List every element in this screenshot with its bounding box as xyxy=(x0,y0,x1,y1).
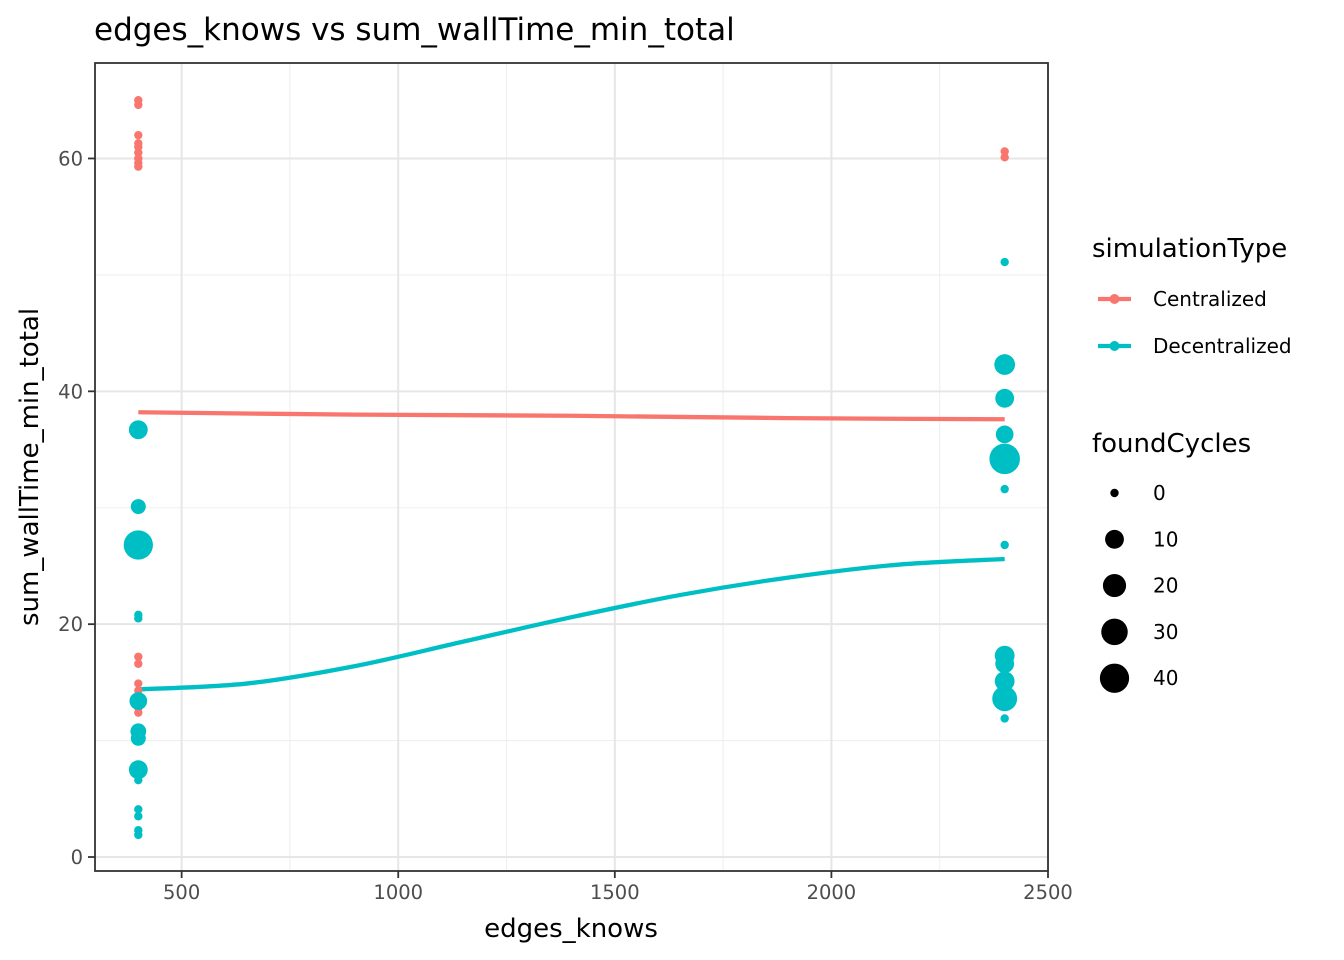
panel-border xyxy=(94,62,1049,872)
data-point-decentralized xyxy=(134,775,143,785)
legend-simulation-type: simulationType Centralized Decentralized xyxy=(1092,234,1292,358)
x-axis-title: edges_knows xyxy=(484,914,658,944)
legend-size-dot xyxy=(1101,618,1128,646)
data-point-centralized xyxy=(134,148,143,157)
data-point-decentralized xyxy=(130,730,146,746)
data-point-decentralized xyxy=(994,354,1016,375)
legend-color-title: simulationType xyxy=(1092,234,1287,264)
data-point-centralized xyxy=(134,679,143,688)
legend-size-title: foundCycles xyxy=(1092,429,1251,459)
x-tick-label: 2500 xyxy=(1023,881,1073,904)
legend-size-dot xyxy=(1110,488,1119,498)
legend-color-label: Decentralized xyxy=(1153,334,1292,358)
y-tick-label: 0 xyxy=(71,846,83,869)
data-point-centralized xyxy=(134,130,143,140)
legend-color-label: Centralized xyxy=(1153,287,1267,311)
data-point-decentralized xyxy=(995,388,1015,408)
data-point-centralized xyxy=(134,652,143,661)
x-tick-label: 2000 xyxy=(807,881,857,904)
y-tick-label: 40 xyxy=(58,380,83,403)
data-point-decentralized xyxy=(128,420,148,440)
x-tick-label: 1500 xyxy=(590,881,640,904)
legend-size-label: 30 xyxy=(1153,620,1178,644)
data-point-decentralized xyxy=(1000,257,1009,267)
x-tick-label: 500 xyxy=(163,881,200,904)
x-axis: 500 1000 1500 2000 2500 xyxy=(163,871,1073,904)
data-point-centralized xyxy=(134,708,143,717)
y-tick-label: 60 xyxy=(58,147,83,170)
data-point-decentralized xyxy=(134,812,143,821)
data-point-decentralized xyxy=(992,686,1018,712)
legend-size-label: 20 xyxy=(1153,574,1178,598)
chart-title: edges_knows vs sum_wallTime_min_total xyxy=(94,12,735,48)
y-tick-label: 20 xyxy=(58,613,83,636)
data-point-centralized xyxy=(134,100,143,110)
legend-size-label: 10 xyxy=(1153,527,1178,551)
data-point-decentralized xyxy=(129,692,148,710)
data-point-decentralized xyxy=(989,443,1020,475)
data-point-decentralized xyxy=(995,425,1014,444)
legend-key-dot xyxy=(1109,341,1120,351)
y-axis-title: sum_wallTime_min_total xyxy=(15,308,45,626)
grid-minor xyxy=(95,63,1048,871)
smooth-line-decentralized xyxy=(138,556,1005,692)
data-point-decentralized xyxy=(134,830,143,840)
smooth-lines xyxy=(138,410,1005,692)
legend-size-dot xyxy=(1099,663,1130,693)
legend-size-label: 40 xyxy=(1153,666,1178,690)
y-axis: 0 20 40 60 xyxy=(58,147,95,869)
data-point-decentralized xyxy=(128,760,148,780)
legend-found-cycles: foundCycles 0 10 20 30 40 xyxy=(1092,429,1251,693)
grid-major xyxy=(95,63,1049,871)
data-point-decentralized xyxy=(1000,714,1009,723)
data-point-decentralized xyxy=(134,614,143,623)
legend-key-dot xyxy=(1109,294,1120,304)
data-point-decentralized xyxy=(1000,540,1009,550)
data-point-centralized xyxy=(134,659,143,668)
data-point-centralized xyxy=(134,142,143,152)
legend-size-dot xyxy=(1105,529,1124,549)
data-point-decentralized xyxy=(130,499,146,515)
data-point-centralized xyxy=(1000,153,1009,162)
data-point-centralized xyxy=(1000,147,1009,156)
data-point-decentralized xyxy=(123,530,153,560)
legend-size-dot xyxy=(1102,574,1127,598)
data-point-centralized xyxy=(134,162,143,171)
legend-size-label: 0 xyxy=(1153,481,1166,505)
data-point-decentralized xyxy=(994,671,1015,692)
smooth-line-centralized xyxy=(138,410,1005,422)
data-point-decentralized xyxy=(134,805,143,814)
x-tick-label: 1000 xyxy=(373,881,423,904)
data-points xyxy=(123,96,1020,840)
plot-panel xyxy=(94,62,1049,872)
data-point-decentralized xyxy=(995,654,1015,674)
data-point-decentralized xyxy=(1000,484,1009,494)
